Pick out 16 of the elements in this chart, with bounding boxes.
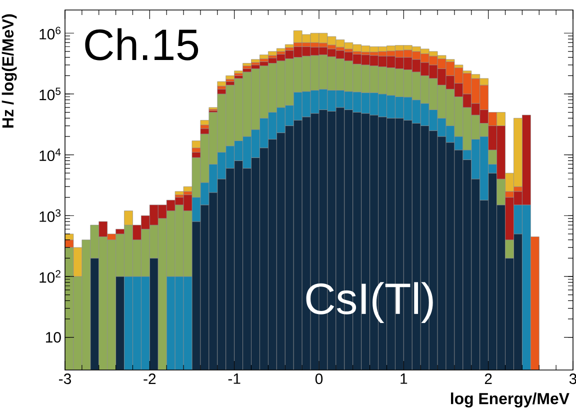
y-tick-label: 10$^{6}$ xyxy=(40,26,61,40)
x-tick-label: 1 xyxy=(400,374,408,384)
annotation: CsI(Tl) xyxy=(306,282,433,323)
x-tick-label: 0 xyxy=(315,374,323,384)
y-axis-title: Hz / log(E/MeV) xyxy=(2,14,17,128)
x-tick-label: -2 xyxy=(144,374,156,384)
x-tick-label: 2 xyxy=(484,374,492,384)
y-tick-label: 10$^{5}$ xyxy=(40,88,61,100)
y-tick-label: 10$^{4}$ xyxy=(40,148,61,162)
x-tick-label: -3 xyxy=(59,374,71,384)
annotation: Ch.15 xyxy=(85,28,198,60)
y-tick-label: 10 xyxy=(46,332,61,343)
x-tick-label: -1 xyxy=(228,374,240,384)
y-tick-label: 10$^{3}$ xyxy=(40,209,61,222)
y-tick-label: 10$^{2}$ xyxy=(40,270,60,283)
x-axis-title: log Energy/MeV xyxy=(451,392,570,408)
